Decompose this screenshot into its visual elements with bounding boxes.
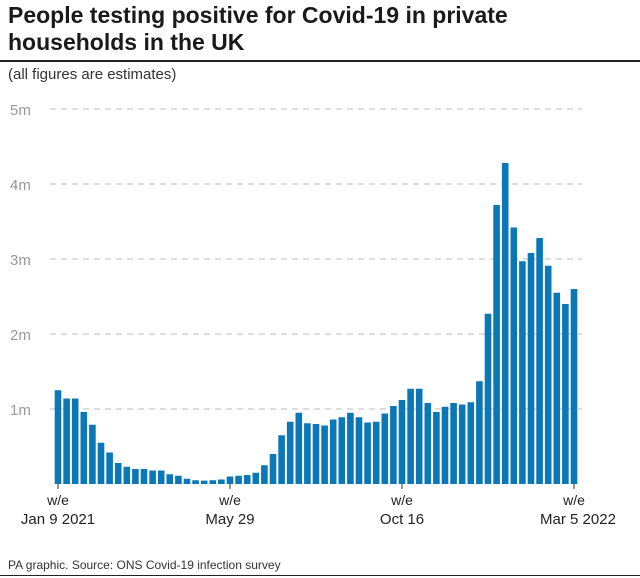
bar [269, 454, 277, 484]
y-tick-label: 3m [10, 252, 31, 269]
y-tick-label: 5m [10, 102, 31, 119]
bar [140, 469, 148, 484]
bar [519, 261, 526, 484]
bar [286, 421, 294, 484]
bar [71, 398, 79, 484]
bar [570, 289, 578, 484]
bar [355, 417, 363, 484]
bar [243, 475, 251, 484]
y-tick-label: 4m [10, 177, 31, 194]
bar [372, 421, 380, 484]
x-tick-label-line1: w/e [46, 492, 69, 508]
bar [226, 476, 234, 484]
bar [381, 413, 389, 484]
bar [321, 425, 328, 484]
bar [553, 292, 561, 484]
bar [312, 424, 320, 484]
bar [200, 480, 208, 484]
x-tick-label-line1: w/e [562, 492, 585, 508]
x-tick-label-line2: Jan 9 2021 [21, 511, 95, 528]
bar [424, 403, 432, 484]
bar [97, 442, 105, 484]
bar [278, 435, 285, 484]
footer-rule [0, 575, 640, 576]
bar [114, 463, 122, 484]
title-rule [0, 60, 640, 62]
bar [484, 313, 492, 484]
y-tick-label: 1m [10, 402, 31, 419]
bar [338, 417, 346, 484]
bar [63, 398, 70, 484]
bar [261, 465, 268, 484]
bar [398, 400, 406, 484]
x-tick-label-line1: w/e [218, 492, 241, 508]
bar [304, 423, 311, 484]
bar [329, 419, 337, 484]
bar [183, 478, 191, 484]
bar [149, 470, 156, 484]
bar [209, 480, 217, 484]
bar [476, 381, 483, 484]
bar [252, 472, 260, 484]
bar [157, 470, 165, 484]
x-tick-label-line2: Mar 5 2022 [540, 511, 616, 528]
bar [450, 403, 457, 484]
bar [493, 205, 500, 484]
x-tick-label-line1: w/e [390, 492, 413, 508]
bar [132, 469, 139, 484]
bar [166, 474, 174, 484]
bar [89, 424, 96, 484]
bar [544, 265, 552, 484]
bar [218, 479, 225, 484]
x-tick-label-line2: May 29 [205, 511, 254, 528]
source-footer: PA graphic. Source: ONS Covid-19 infecti… [8, 558, 281, 572]
bar [295, 412, 303, 484]
bar [192, 480, 199, 484]
bar [235, 475, 242, 484]
bar [458, 404, 466, 484]
x-tick-label-line2: Oct 16 [380, 511, 424, 528]
bar [347, 412, 354, 484]
bar [527, 253, 535, 484]
bar [467, 402, 475, 484]
bar [536, 238, 543, 484]
bar [501, 163, 509, 484]
bar [510, 227, 518, 484]
bar [390, 406, 397, 484]
bar [364, 422, 371, 484]
bar [123, 466, 131, 484]
bar [106, 452, 113, 484]
bar [54, 390, 62, 484]
bar [175, 475, 182, 484]
bar [562, 304, 569, 484]
y-tick-label: 2m [10, 327, 31, 344]
bar [415, 388, 423, 484]
bar [433, 412, 440, 484]
chart-title: People testing positive for Covid-19 in … [8, 2, 508, 55]
chart-subtitle: (all figures are estimates) [8, 66, 177, 83]
bar [407, 388, 414, 484]
bar [441, 406, 449, 484]
bar [80, 412, 88, 484]
